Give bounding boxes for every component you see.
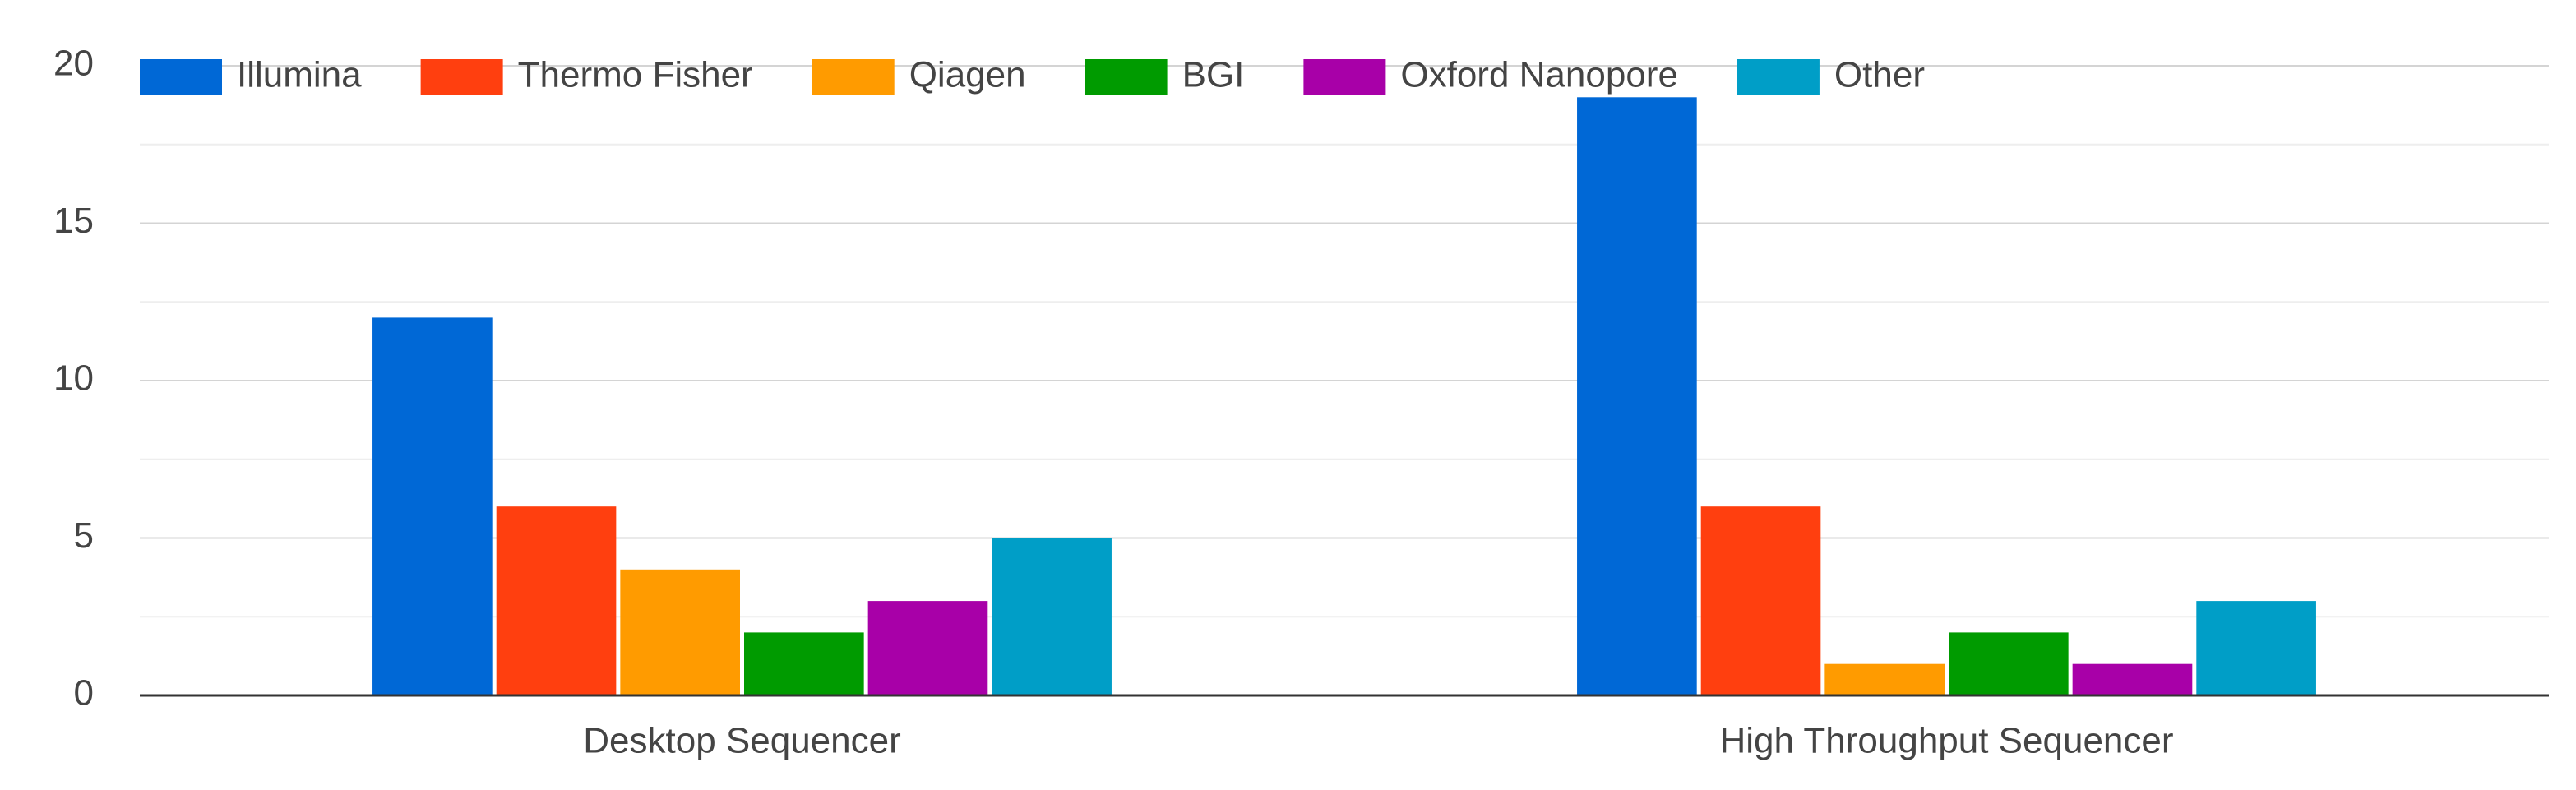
x-tick-label: High Throughput Sequencer bbox=[1719, 721, 2173, 761]
legend-swatch bbox=[140, 59, 222, 95]
y-tick-label: 0 bbox=[74, 673, 94, 714]
legend-swatch bbox=[420, 59, 503, 95]
bar bbox=[744, 632, 864, 695]
y-tick-label: 20 bbox=[53, 44, 94, 84]
bar bbox=[867, 601, 988, 695]
bar bbox=[992, 538, 1112, 695]
legend-label: Thermo Fisher bbox=[518, 55, 753, 95]
bar bbox=[2072, 663, 2193, 695]
legend-label: Illumina bbox=[237, 55, 362, 95]
y-tick-label: 5 bbox=[74, 515, 94, 556]
bar bbox=[372, 317, 493, 695]
bar bbox=[1824, 663, 1945, 695]
legend-swatch bbox=[1303, 59, 1386, 95]
legend-label: Other bbox=[1834, 55, 1925, 95]
bar bbox=[1949, 632, 2069, 695]
y-tick-label: 15 bbox=[53, 201, 94, 241]
legend-swatch bbox=[812, 59, 895, 95]
x-tick-label: Desktop Sequencer bbox=[583, 721, 900, 761]
bar bbox=[1700, 506, 1821, 695]
y-tick-label: 10 bbox=[53, 358, 94, 399]
legend-label: Oxford Nanopore bbox=[1400, 55, 1678, 95]
legend-swatch bbox=[1085, 59, 1168, 95]
bar bbox=[2196, 601, 2316, 695]
bar bbox=[620, 569, 740, 695]
legend-label: BGI bbox=[1182, 55, 1245, 95]
legend-label: Qiagen bbox=[909, 55, 1026, 95]
bar bbox=[1577, 97, 1697, 696]
bar bbox=[496, 506, 617, 695]
legend-swatch bbox=[1737, 59, 1820, 95]
